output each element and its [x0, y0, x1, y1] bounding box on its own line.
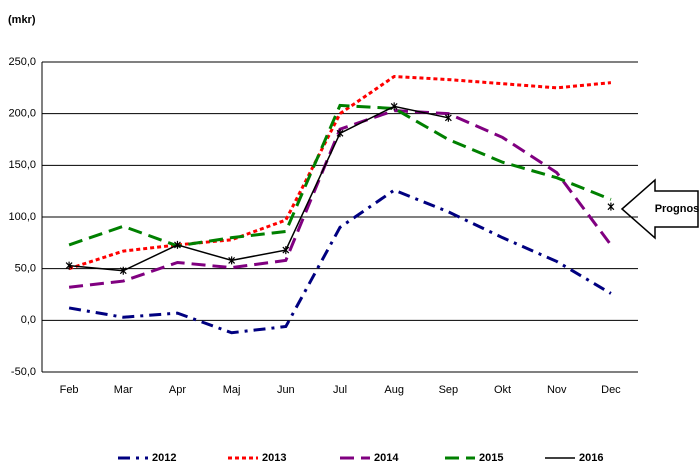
x-tick-label: Apr	[169, 384, 186, 396]
line-series	[68, 109, 613, 289]
point-marker	[65, 261, 73, 270]
x-tick-label: Nov	[547, 384, 567, 396]
legend-label: 2015	[479, 452, 503, 463]
y-tick-label: 0,0	[21, 314, 36, 326]
legend-label: 2012	[152, 452, 176, 463]
x-tick-label: Jun	[277, 384, 295, 396]
point-marker	[119, 266, 127, 275]
x-tick-label: Jul	[333, 384, 347, 396]
point-marker	[336, 129, 344, 138]
point-marker	[228, 256, 236, 265]
prognos-arrow	[620, 178, 699, 240]
y-tick-label: 200,0	[8, 108, 36, 120]
legend-label: 2014	[374, 452, 399, 463]
y-tick-label: 150,0	[8, 159, 36, 171]
annotation: Prognos	[655, 203, 699, 215]
point-marker	[174, 240, 181, 249]
line-series	[68, 188, 612, 335]
x-tick-label: Mar	[114, 384, 133, 396]
x-tick-label: Aug	[384, 384, 404, 396]
x-tick-label: Okt	[494, 384, 511, 396]
point-marker	[282, 246, 290, 255]
line-series	[68, 103, 612, 248]
point-marker	[444, 113, 452, 122]
x-tick-label: Dec	[601, 384, 621, 396]
chart-title: (mkr)	[8, 14, 36, 26]
x-tick-label: Sep	[439, 384, 459, 396]
line-series	[68, 74, 612, 271]
legend-label: 2016	[579, 452, 603, 463]
legend-label: 2013	[262, 452, 286, 463]
y-tick-label: 250,0	[8, 56, 36, 68]
point-marker	[390, 102, 398, 111]
y-tick-label: -50,0	[11, 366, 36, 378]
x-tick-label: Maj	[223, 384, 241, 396]
point-marker	[607, 202, 615, 211]
y-tick-label: 100,0	[8, 211, 36, 223]
x-tick-label: Feb	[60, 384, 79, 396]
y-tick-label: 50,0	[15, 263, 36, 275]
